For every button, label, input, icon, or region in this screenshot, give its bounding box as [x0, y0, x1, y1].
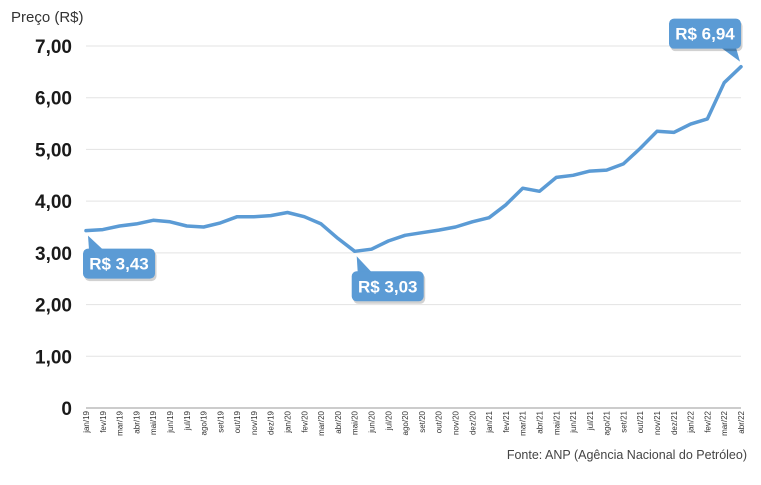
x-tick-label: dez/19 [267, 410, 276, 435]
x-tick-label: jul/21 [586, 410, 595, 431]
callout-label: R$ 3,03 [358, 277, 418, 296]
x-tick-label: mai/20 [351, 410, 360, 435]
callout-pointer [721, 47, 740, 62]
x-tick-label: jun/21 [569, 410, 578, 433]
callout-box [351, 271, 424, 302]
x-tick-label: abr/22 [737, 410, 746, 433]
y-tick-label: 0 [61, 399, 72, 420]
x-tick-label: abr/21 [535, 410, 544, 433]
x-tick-label: nov/20 [451, 410, 460, 435]
callout-label: R$ 6,94 [675, 25, 735, 44]
x-tick-label: fev/20 [300, 410, 309, 432]
x-tick-label: ago/20 [401, 410, 410, 435]
gridlines [86, 45, 741, 409]
callout-pointer [88, 235, 103, 250]
callout: R$ 6,94 [669, 18, 743, 62]
x-tick-label: fev/21 [502, 410, 511, 432]
x-tick-label: jan/21 [485, 410, 494, 433]
x-tick-label: out/19 [233, 410, 242, 433]
x-tick-label: jan/20 [284, 410, 293, 433]
x-tick-label: out/21 [636, 410, 645, 433]
price-series-line [84, 64, 743, 254]
x-tick-label: jan/19 [82, 410, 91, 433]
x-tick-label: mar/22 [720, 410, 729, 435]
y-tick-label: 6,00 [35, 89, 72, 110]
x-tick-label: mar/21 [519, 410, 528, 435]
callout: R$ 3,43 [83, 235, 157, 282]
callout-label: R$ 3,43 [89, 255, 149, 274]
y-tick-label: 5,00 [35, 140, 72, 161]
x-tick-label: mar/19 [116, 410, 125, 435]
x-tick-label: jul/20 [384, 410, 393, 431]
x-tick-labels: jan/19 fev/19 mar/19 abr/19 mai/19 jun/19 jul/… [82, 410, 746, 435]
x-tick-label: set/20 [418, 410, 427, 432]
callout: R$ 3,03 [351, 256, 426, 304]
y-tick-label: 4,00 [35, 192, 72, 213]
x-tick-label: fev/19 [99, 410, 108, 432]
x-tick-label: nov/21 [653, 410, 662, 435]
x-tick-label: out/20 [435, 410, 444, 433]
x-tick-label: abr/19 [132, 410, 141, 433]
y-tick-labels: 0 1,00 2,00 3,00 4,00 5,00 6,00 7,00 [35, 37, 72, 420]
y-tick-label: 7,00 [35, 37, 72, 58]
x-tick-label: set/21 [619, 410, 628, 432]
callout-box [669, 18, 741, 49]
y-tick-label: 3,00 [35, 244, 72, 265]
x-tick-label: jun/19 [166, 410, 175, 433]
x-tick-label: jan/22 [687, 410, 696, 433]
x-tick-label: dez/20 [468, 410, 477, 435]
x-tick-label: ago/21 [603, 410, 612, 435]
x-tick-label: fev/22 [703, 410, 712, 432]
x-tick-label: set/19 [216, 410, 225, 432]
x-tick-label: nov/19 [250, 410, 259, 435]
x-tick-label: mai/19 [149, 410, 158, 435]
y-tick-label: 1,00 [35, 347, 72, 368]
callout-pointer [356, 256, 372, 273]
y-tick-label: 2,00 [35, 296, 72, 317]
x-tick-label: jul/19 [183, 410, 192, 431]
x-tick-label: dez/21 [670, 410, 679, 435]
x-tick-label: abr/20 [334, 410, 343, 433]
value-callouts: R$ 3,43 R$ 3,03 R$ 6,94 [83, 18, 743, 304]
callout-box [83, 248, 155, 279]
x-tick-label: jun/20 [368, 410, 377, 433]
y-axis-label: Preço (R$) [11, 9, 84, 26]
x-tick-label: ago/19 [200, 410, 209, 435]
source-note: Fonte: ANP (Agência Nacional do Petróleo… [506, 448, 747, 462]
x-tick-label: mai/21 [552, 410, 561, 435]
x-tick-label: mar/20 [317, 410, 326, 435]
